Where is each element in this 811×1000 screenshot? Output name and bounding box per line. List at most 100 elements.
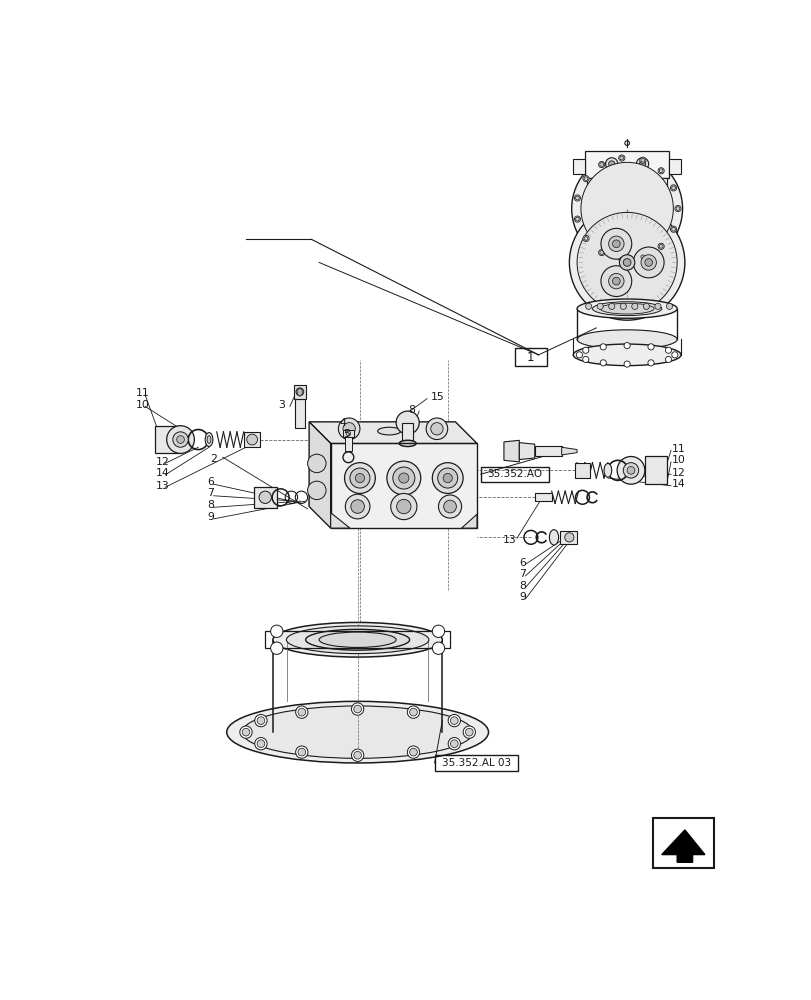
Circle shape: [407, 746, 419, 758]
Circle shape: [626, 466, 634, 474]
Circle shape: [582, 356, 588, 363]
Text: 35.352.AO: 35.352.AO: [487, 469, 542, 479]
Circle shape: [443, 500, 456, 513]
Circle shape: [257, 717, 264, 724]
Circle shape: [583, 177, 587, 181]
Circle shape: [354, 751, 361, 759]
Polygon shape: [661, 830, 704, 862]
Circle shape: [618, 155, 624, 161]
Bar: [480, 466, 548, 482]
Text: 9: 9: [519, 592, 526, 602]
Circle shape: [351, 703, 363, 715]
Bar: [401, 423, 413, 440]
Circle shape: [448, 714, 460, 727]
Circle shape: [173, 432, 188, 447]
Ellipse shape: [599, 303, 654, 314]
Circle shape: [671, 352, 677, 358]
Circle shape: [619, 255, 634, 270]
Circle shape: [386, 461, 420, 495]
Circle shape: [600, 266, 631, 297]
Polygon shape: [561, 447, 577, 455]
Circle shape: [599, 251, 603, 254]
Circle shape: [582, 347, 588, 353]
Circle shape: [296, 388, 303, 396]
Polygon shape: [586, 178, 667, 197]
Circle shape: [396, 499, 410, 514]
Circle shape: [431, 642, 444, 654]
Bar: [295, 399, 304, 428]
Circle shape: [396, 411, 418, 434]
Circle shape: [431, 423, 443, 435]
Circle shape: [639, 254, 645, 260]
Bar: [534, 446, 561, 456]
Ellipse shape: [377, 427, 401, 435]
Ellipse shape: [603, 463, 611, 477]
Circle shape: [619, 257, 623, 261]
Polygon shape: [573, 158, 584, 174]
Circle shape: [659, 244, 663, 248]
Bar: [244, 432, 260, 447]
Bar: [342, 430, 354, 437]
Text: 9: 9: [208, 512, 214, 522]
Text: 7: 7: [519, 569, 526, 579]
Ellipse shape: [272, 622, 442, 657]
Circle shape: [651, 185, 655, 189]
Text: 8: 8: [519, 581, 526, 591]
Circle shape: [585, 303, 591, 309]
Circle shape: [608, 236, 624, 251]
Text: 13: 13: [156, 481, 169, 491]
Circle shape: [438, 495, 461, 518]
Circle shape: [350, 468, 370, 488]
Text: 4: 4: [339, 418, 345, 428]
Text: 8: 8: [408, 405, 415, 415]
Polygon shape: [504, 440, 519, 462]
Bar: [534, 493, 551, 501]
Text: 35.352.AL 03: 35.352.AL 03: [441, 758, 510, 768]
Circle shape: [666, 303, 672, 309]
Circle shape: [295, 746, 307, 758]
Text: 10: 10: [135, 400, 149, 410]
Circle shape: [573, 216, 580, 222]
Circle shape: [639, 157, 645, 163]
Ellipse shape: [319, 632, 396, 647]
Polygon shape: [519, 443, 534, 460]
Circle shape: [342, 423, 355, 435]
Bar: [434, 755, 517, 771]
Text: 1: 1: [526, 351, 534, 364]
Circle shape: [598, 249, 604, 256]
Circle shape: [345, 494, 370, 519]
Polygon shape: [461, 514, 476, 528]
Ellipse shape: [226, 701, 488, 763]
Circle shape: [657, 168, 663, 174]
Circle shape: [664, 356, 671, 363]
Circle shape: [573, 195, 580, 201]
Polygon shape: [668, 158, 680, 174]
Circle shape: [640, 255, 644, 259]
Circle shape: [664, 347, 671, 353]
Text: 5: 5: [342, 429, 350, 439]
Circle shape: [571, 153, 682, 264]
Polygon shape: [584, 151, 668, 178]
Circle shape: [640, 255, 655, 270]
Circle shape: [633, 247, 663, 278]
Circle shape: [450, 717, 457, 724]
Circle shape: [623, 463, 638, 478]
Circle shape: [569, 205, 684, 320]
Circle shape: [295, 706, 307, 718]
Circle shape: [676, 207, 679, 210]
Circle shape: [177, 436, 184, 443]
Text: 14: 14: [156, 468, 169, 478]
Circle shape: [599, 163, 603, 166]
Circle shape: [648, 182, 659, 192]
Text: 6: 6: [208, 477, 214, 487]
Text: 10: 10: [671, 455, 684, 465]
Ellipse shape: [577, 299, 676, 318]
Circle shape: [345, 431, 350, 436]
Bar: [560, 531, 577, 544]
Ellipse shape: [592, 302, 661, 316]
Circle shape: [350, 500, 364, 513]
Circle shape: [426, 418, 447, 440]
Circle shape: [393, 467, 414, 489]
Circle shape: [600, 228, 631, 259]
Polygon shape: [330, 443, 476, 528]
